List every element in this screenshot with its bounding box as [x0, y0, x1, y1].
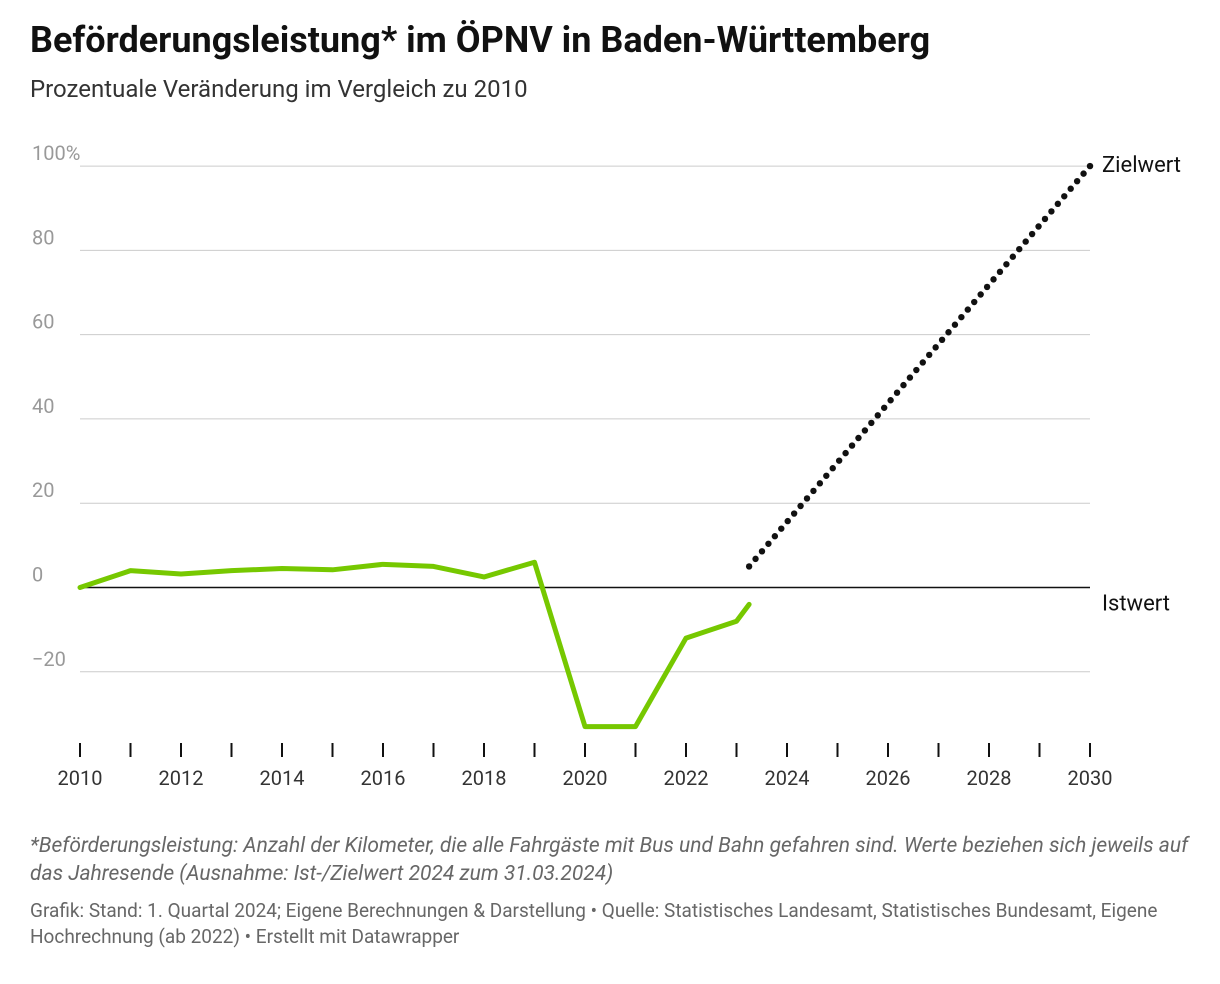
- x-axis-label: 2026: [866, 766, 911, 790]
- chart-plot-area: −20 0 20 40 60 80 100% 2010 2012 2014 2016 2018 2020…: [30, 125, 1190, 805]
- chart-title: Beförderungsleistung* im ÖPNV in Baden-W…: [30, 20, 1190, 61]
- y-axis-label: 0: [32, 563, 43, 587]
- chart-container: Beförderungsleistung* im ÖPNV in Baden-W…: [0, 0, 1220, 984]
- y-axis-label: 60: [32, 310, 54, 334]
- series-label-zielwert: Zielwert: [1102, 153, 1181, 178]
- x-axis-label: 2016: [361, 766, 406, 790]
- series-label-istwert: Istwert: [1102, 592, 1170, 617]
- y-axis-label: −20: [32, 647, 66, 671]
- x-axis-label: 2030: [1068, 766, 1113, 790]
- series-zielwert: [746, 163, 1093, 570]
- chart-svg: −20 0 20 40 60 80 100% 2010 2012 2014 2016 2018 2020…: [30, 125, 1190, 805]
- x-axis-label: 2024: [765, 766, 810, 790]
- x-axis-label: 2012: [159, 766, 204, 790]
- x-axis-label: 2010: [58, 766, 103, 790]
- x-axis-label: 2028: [967, 766, 1012, 790]
- x-axis-label: 2014: [260, 766, 305, 790]
- y-axis-label: 20: [32, 479, 54, 503]
- x-axis-label: 2018: [462, 766, 507, 790]
- chart-credits: Grafik: Stand: 1. Quartal 2024; Eigene B…: [30, 898, 1190, 949]
- y-axis-label: 100%: [32, 141, 80, 165]
- y-axis-label: 40: [32, 394, 54, 418]
- x-axis-label: 2022: [664, 766, 709, 790]
- chart-footnote: *Beförderungsleistung: Anzahl der Kilome…: [30, 833, 1190, 888]
- x-axis-label: 2020: [563, 766, 608, 790]
- y-axis-label: 80: [32, 226, 54, 250]
- chart-subtitle: Prozentuale Veränderung im Vergleich zu …: [30, 75, 1190, 103]
